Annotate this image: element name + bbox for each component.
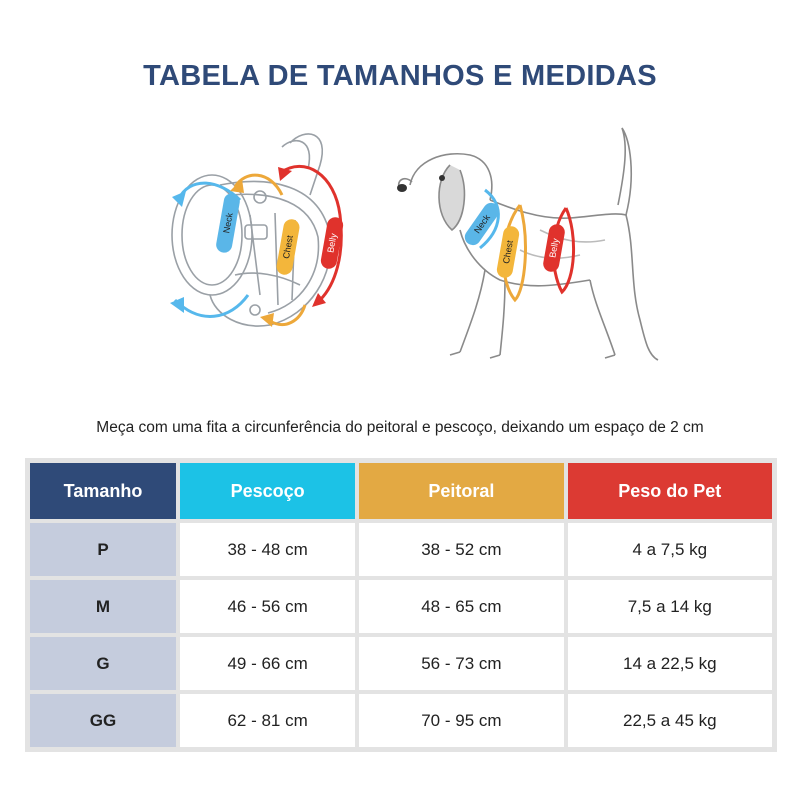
header-neck: Pescoço (180, 463, 356, 519)
dog-belly-tag-label: Belly (547, 237, 560, 258)
neck-cell: 62 - 81 cm (180, 694, 356, 747)
belly-tag-label: Belly (325, 232, 338, 253)
chest-tag-label: Chest (281, 234, 295, 259)
table-row: P 38 - 48 cm 38 - 52 cm 4 a 7,5 kg (30, 523, 772, 576)
dog-chest-tag-label: Chest (501, 239, 515, 264)
chest-cell: 70 - 95 cm (359, 694, 564, 747)
size-cell: P (30, 523, 176, 576)
size-cell: G (30, 637, 176, 690)
header-size: Tamanho (30, 463, 176, 519)
size-table: Tamanho Pescoço Peitoral Peso do Pet P 3… (26, 459, 776, 751)
chest-cell: 38 - 52 cm (359, 523, 564, 576)
table-row: G 49 - 66 cm 56 - 73 cm 14 a 22,5 kg (30, 637, 772, 690)
weight-cell: 14 a 22,5 kg (567, 637, 772, 690)
chest-cell: 56 - 73 cm (359, 637, 564, 690)
table-row: GG 62 - 81 cm 70 - 95 cm 22,5 a 45 kg (30, 694, 772, 747)
header-chest: Peitoral (359, 463, 564, 519)
chest-cell: 48 - 65 cm (359, 580, 564, 633)
measurement-instruction: Meça com uma fita a circunferência do pe… (96, 419, 704, 436)
size-cell: M (30, 580, 176, 633)
size-cell: GG (30, 694, 176, 747)
neck-cell: 46 - 56 cm (180, 580, 356, 633)
header-weight: Peso do Pet (567, 463, 772, 519)
harness-illustration: Neck Chest Belly (170, 133, 344, 327)
dog-illustration: Neck Chest Belly (397, 127, 659, 361)
weight-cell: 7,5 a 14 kg (567, 580, 772, 633)
page-title: TABELA DE TAMANHOS E MEDIDAS (143, 60, 657, 92)
table-row: M 46 - 56 cm 48 - 65 cm 7,5 a 14 kg (30, 580, 772, 633)
weight-cell: 4 a 7,5 kg (567, 523, 772, 576)
neck-cell: 38 - 48 cm (180, 523, 356, 576)
weight-cell: 22,5 a 45 kg (567, 694, 772, 747)
table-header-row: Tamanho Pescoço Peitoral Peso do Pet (30, 463, 772, 519)
neck-tag-label: Neck (221, 212, 234, 234)
size-table-container: Tamanho Pescoço Peitoral Peso do Pet P 3… (25, 458, 777, 752)
measurement-illustrations: Neck Chest Belly (0, 115, 800, 380)
neck-cell: 49 - 66 cm (180, 637, 356, 690)
